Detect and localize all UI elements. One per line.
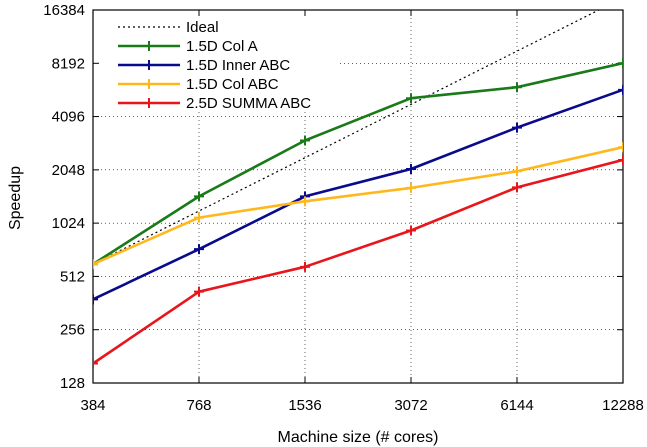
data-point-1-5d-col-a xyxy=(300,135,310,146)
data-point-2-5d-summa-abc xyxy=(93,358,98,369)
legend-label: 1.5D Col A xyxy=(186,38,258,55)
data-point-1-5d-col-a xyxy=(194,191,204,202)
x-tick-label: 12288 xyxy=(602,397,644,414)
data-point-1-5d-col-abc xyxy=(512,166,522,177)
data-point-1-5d-col-abc xyxy=(406,182,416,193)
plot-frame-group xyxy=(92,9,624,384)
y-tick-label: 256 xyxy=(60,322,85,339)
legend-item-1-5d-col-a: 1.5D Col A xyxy=(118,38,258,55)
y-tick-label: 8192 xyxy=(52,55,85,72)
x-axis-title: Machine size (# cores) xyxy=(278,429,439,446)
legend-label: Ideal xyxy=(186,19,219,36)
data-point-2-5d-summa-abc xyxy=(194,286,204,297)
y-tick-label: 512 xyxy=(60,268,85,285)
grid-lines xyxy=(93,10,623,383)
legend-item-2-5d-summa-abc: 2.5D SUMMA ABC xyxy=(118,95,311,112)
data-point-1-5d-inner-abc xyxy=(512,122,522,133)
data-point-1-5d-col-abc xyxy=(194,212,204,223)
y-tick-label: 1024 xyxy=(52,215,85,232)
data-point-1-5d-inner-abc xyxy=(618,84,623,95)
data-point-1-5d-col-abc xyxy=(93,259,98,270)
legend-label: 2.5D SUMMA ABC xyxy=(186,95,311,112)
series-line-2-5d-summa-abc xyxy=(93,158,623,365)
y-axis-title: Speedup xyxy=(7,166,24,230)
legend-item-1-5d-inner-abc: 1.5D Inner ABC xyxy=(118,57,290,74)
legend-marker xyxy=(144,98,154,108)
data-point-2-5d-summa-abc xyxy=(300,261,310,272)
y-tick-label: 16384 xyxy=(43,2,85,19)
data-point-1-5d-col-abc xyxy=(300,196,310,207)
series-line-ideal xyxy=(93,10,601,265)
data-point-2-5d-summa-abc xyxy=(512,182,522,193)
legend-item-1-5d-col-abc: 1.5D Col ABC xyxy=(118,76,279,93)
y-tick-label: 2048 xyxy=(52,162,85,179)
series-line-1-5d-col-a xyxy=(93,61,623,266)
data-point-1-5d-col-a xyxy=(406,93,416,104)
legend-marker xyxy=(144,41,154,51)
series-lines xyxy=(93,10,623,369)
data-point-1-5d-col-a xyxy=(512,82,522,93)
x-tick-label: 6144 xyxy=(500,397,533,414)
axis-ticks: 128 256 512 1024 2048 4096 8192 16384 384 768 1536… xyxy=(43,2,644,414)
x-tick-label: 3072 xyxy=(394,397,427,414)
x-tick-label: 1536 xyxy=(288,397,321,414)
legend-label: 1.5D Col ABC xyxy=(186,76,279,93)
legend-label: 1.5D Inner ABC xyxy=(186,57,290,74)
data-point-2-5d-summa-abc xyxy=(618,154,623,165)
legend-marker xyxy=(144,60,154,70)
y-tick-label: 128 xyxy=(60,375,85,392)
data-point-1-5d-col-a xyxy=(618,58,623,69)
legend-marker xyxy=(144,79,154,89)
data-point-2-5d-summa-abc xyxy=(406,225,416,236)
series-line-1-5d-col-abc xyxy=(93,145,623,266)
data-point-1-5d-inner-abc xyxy=(194,244,204,255)
legend-item-ideal: Ideal xyxy=(118,19,219,36)
data-point-1-5d-inner-abc xyxy=(93,294,98,305)
data-point-1-5d-col-abc xyxy=(618,142,623,153)
y-tick-label: 4096 xyxy=(52,109,85,126)
series-line-1-5d-inner-abc xyxy=(93,88,623,301)
data-point-1-5d-inner-abc xyxy=(406,164,416,175)
plot-frame xyxy=(92,9,624,384)
legend: Ideal 1.5D Col A 1.5D Inner ABC 1.5D Col AB… xyxy=(118,19,311,112)
x-tick-label: 384 xyxy=(80,397,105,414)
x-tick-label: 768 xyxy=(186,397,211,414)
